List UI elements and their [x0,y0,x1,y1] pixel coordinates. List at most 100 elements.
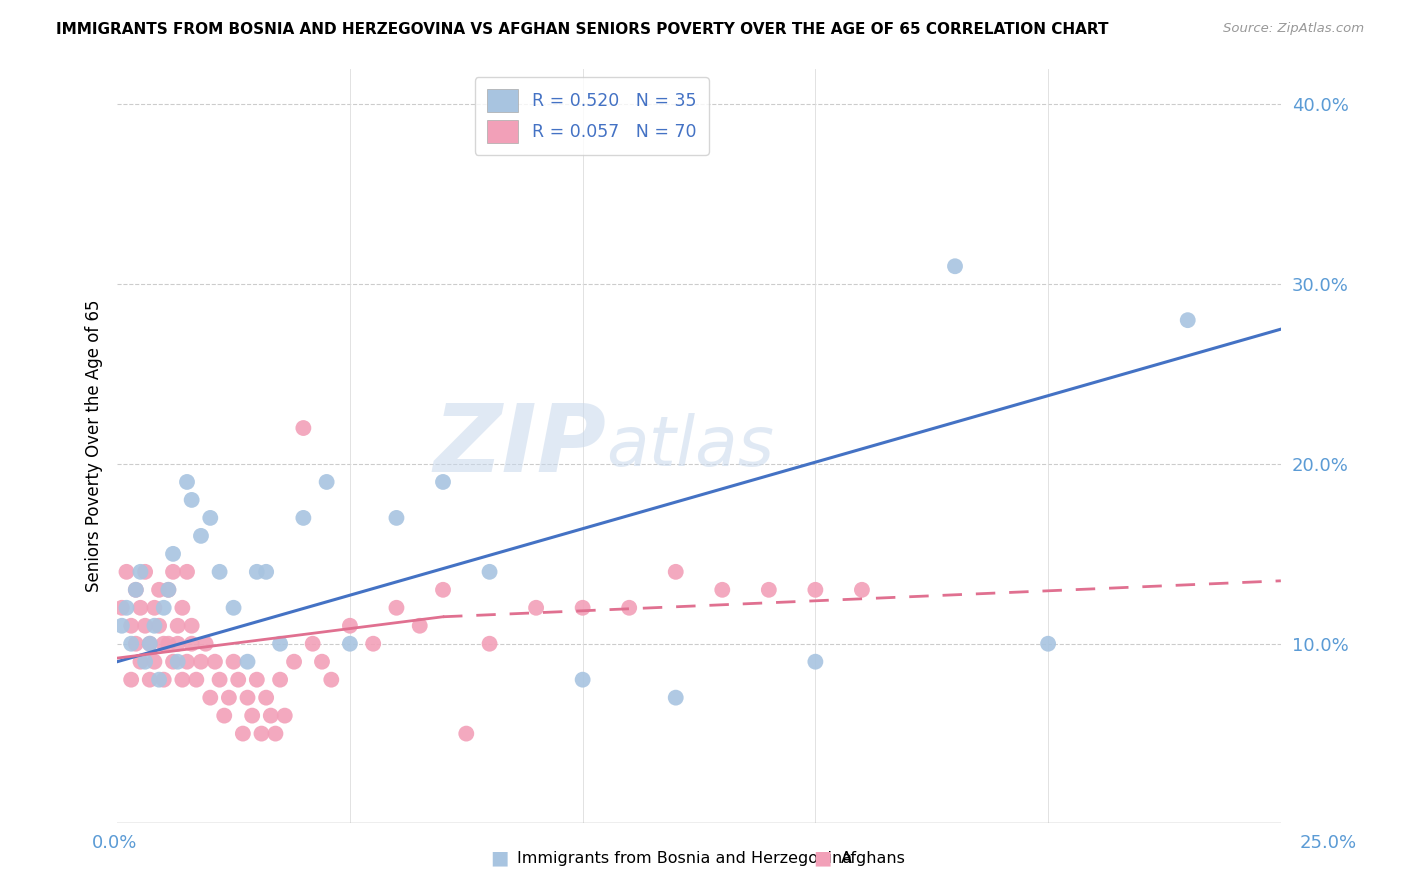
Point [250,726,273,740]
Point [246,565,269,579]
Point [115,565,138,579]
Point [236,690,259,705]
Point [851,582,873,597]
Point [361,637,384,651]
Point [236,655,259,669]
Point [665,565,688,579]
Point [166,655,188,669]
Point [478,565,501,579]
Point [1036,637,1059,651]
Point [162,547,184,561]
Point [269,637,291,651]
Point [134,565,156,579]
Point [139,637,162,651]
Text: Afghans: Afghans [841,851,905,865]
Point [111,619,134,633]
Point [292,511,315,525]
Point [115,600,138,615]
Point [176,565,198,579]
Point [125,582,148,597]
Point [321,673,343,687]
Text: Source: ZipAtlas.com: Source: ZipAtlas.com [1223,22,1364,36]
Point [240,708,263,723]
Point [208,673,231,687]
Text: IMMIGRANTS FROM BOSNIA AND HERZEGOVINA VS AFGHAN SENIORS POVERTY OVER THE AGE OF: IMMIGRANTS FROM BOSNIA AND HERZEGOVINA V… [56,22,1109,37]
Point [180,637,202,651]
Point [432,475,454,489]
Point [292,421,315,435]
Point [143,600,166,615]
Point [139,673,162,687]
Point [339,619,361,633]
Point [311,655,333,669]
Point [339,637,361,651]
Point [571,600,593,615]
Point [180,619,202,633]
Point [665,690,688,705]
Point [274,708,297,723]
Point [204,655,226,669]
Point [111,600,134,615]
Point [385,511,408,525]
Point [264,726,287,740]
Point [152,673,174,687]
Text: ■: ■ [489,848,509,868]
Point [222,655,245,669]
Point [152,600,174,615]
Point [157,582,180,597]
Y-axis label: Seniors Poverty Over the Age of 65: Seniors Poverty Over the Age of 65 [86,300,103,592]
Point [190,655,212,669]
Text: ■: ■ [813,848,832,868]
Text: ZIP: ZIP [433,400,606,492]
Point [260,708,283,723]
Text: 25.0%: 25.0% [1299,834,1357,852]
Point [120,637,142,651]
Point [283,655,305,669]
Point [524,600,547,615]
Point [254,565,277,579]
Point [157,637,180,651]
Point [571,673,593,687]
Point [176,655,198,669]
Point [152,637,174,651]
Point [1177,313,1199,327]
Point [301,637,323,651]
Point [254,690,277,705]
Legend: R = 0.520   N = 35, R = 0.057   N = 70: R = 0.520 N = 35, R = 0.057 N = 70 [475,78,709,155]
Point [120,673,142,687]
Point [180,492,202,507]
Point [456,726,478,740]
Point [711,582,734,597]
Point [166,619,188,633]
Point [125,637,148,651]
Point [409,619,432,633]
Point [157,582,180,597]
Point [232,726,254,740]
Point [619,600,641,615]
Point [758,582,780,597]
Point [200,511,222,525]
Point [186,673,208,687]
Point [226,673,249,687]
Point [269,673,291,687]
Point [200,690,222,705]
Point [194,637,217,651]
Point [148,619,170,633]
Point [148,582,170,597]
Point [943,259,966,273]
Point [125,582,148,597]
Point [166,637,188,651]
Point [222,600,245,615]
Point [212,708,235,723]
Point [190,529,212,543]
Point [315,475,337,489]
Point [162,655,184,669]
Point [478,637,501,651]
Point [148,673,170,687]
Point [134,655,156,669]
Text: Immigrants from Bosnia and Herzegovina: Immigrants from Bosnia and Herzegovina [517,851,852,865]
Point [139,637,162,651]
Point [120,619,142,633]
Point [246,673,269,687]
Point [143,619,166,633]
